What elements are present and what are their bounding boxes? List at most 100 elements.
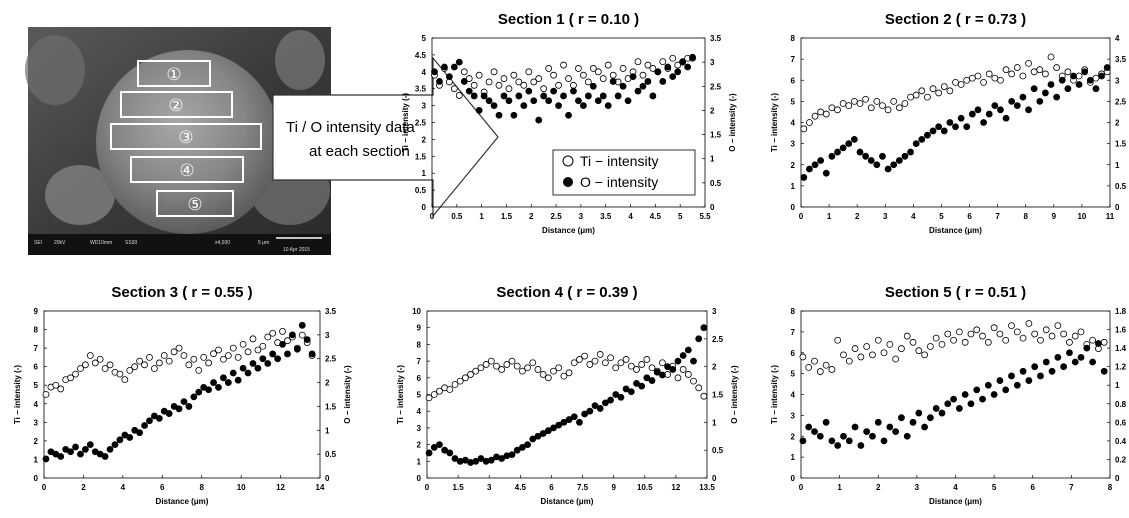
o-point [1083,344,1091,352]
y-tick-label: 8 [791,307,796,316]
ti-point [575,65,582,72]
o-point [508,451,516,459]
o-point [436,78,443,85]
ti-point [1042,326,1050,334]
ti-point [116,370,124,378]
o-point [648,377,656,384]
o-point [529,435,537,443]
o-point [617,393,625,401]
o-point [700,324,708,332]
y2-tick-label: 3.5 [710,34,722,43]
x-tick-label: 10 [237,483,246,492]
ti-point [82,361,89,369]
x-tick-label: 9 [1052,212,1057,221]
y2-tick-label: 2.5 [325,355,337,364]
o-point [1058,76,1066,84]
o-point [1002,386,1010,394]
ti-point [451,381,459,388]
charts: Section 1 ( r = 0.10 ) 0 0.5 1 1.5 2 2.5 3 3.5 4 4… [13,11,1127,506]
o-point [806,165,813,173]
o-point [539,430,547,437]
ti-point [229,344,237,352]
y2-tick-label: 0 [325,474,330,483]
o-point [1086,76,1094,84]
y2-tick-label: 1.8 [1115,307,1127,316]
ti-point [477,364,485,372]
o-point [940,127,948,135]
ti-point [67,374,75,382]
o-point [811,428,818,436]
ti-point [500,75,508,82]
ti-point [674,61,682,69]
o-point [669,366,677,373]
o-point [684,63,692,71]
o-series [42,321,316,463]
y-tick-label: 7 [34,344,39,353]
o-point [609,78,617,85]
ti-point [1047,53,1055,61]
y-tick-label: 1 [422,169,427,178]
ti-point [584,78,592,86]
y2-tick-label: 0.5 [325,450,337,459]
ti-point [430,391,438,398]
ti-point [638,361,646,368]
ti-point [485,78,493,86]
y-tick-label: 9 [417,324,422,333]
ti-point [912,91,920,99]
o-point [579,102,587,109]
o-point [269,350,277,358]
ti-point [907,93,914,101]
legend-box [552,149,696,196]
ti-point [679,366,687,373]
ti-point [425,394,433,402]
ti-point [200,353,208,361]
section-marker-5: ⑤ [187,195,202,214]
o-point [614,92,622,100]
ti-point [498,366,506,373]
ti-point [961,338,969,346]
ti-point [455,92,463,99]
y-tick-label: 1 [791,453,796,462]
ti-point [570,81,577,89]
x-tick-label: 0 [430,212,435,221]
ti-point [150,365,158,372]
o-point [1025,377,1033,384]
ti-point [1031,330,1039,338]
o-point [952,123,959,131]
ti-point [1092,74,1100,82]
ti-point [131,363,139,371]
ti-point [862,95,870,103]
o-point [244,369,252,377]
ti-point [589,65,597,72]
x-axis-label: Distance (μm) [929,497,982,506]
ti-point [984,338,992,346]
ti-point [879,102,886,109]
y-tick-label: 7 [791,55,796,64]
y2-tick-label: 1 [710,155,715,164]
ti-point [800,125,808,133]
y-tick-label: 1 [34,455,39,464]
o-point [505,97,513,105]
y-tick-label: 5 [34,381,39,390]
y2-tick-label: 1.6 [1115,326,1127,335]
o-point [929,127,937,135]
ti-point [284,337,291,345]
o-point [1092,85,1100,93]
ti-point [524,364,531,372]
o-point [195,388,203,396]
x-tick-label: 13.5 [699,483,715,492]
ti-point [1077,328,1085,336]
o-point [1066,349,1073,357]
ti-point [609,71,617,79]
o-point [515,92,523,100]
o-point [644,78,652,85]
o-point [111,441,119,449]
y-tick-label: 4 [791,391,796,400]
y2-tick-label: 4 [1115,34,1120,43]
o-point [892,428,900,436]
o-point [239,364,247,372]
ti-point [146,353,153,361]
ti-point [857,353,865,361]
o-point [525,87,533,95]
y-tick-label: 0.5 [415,186,427,195]
